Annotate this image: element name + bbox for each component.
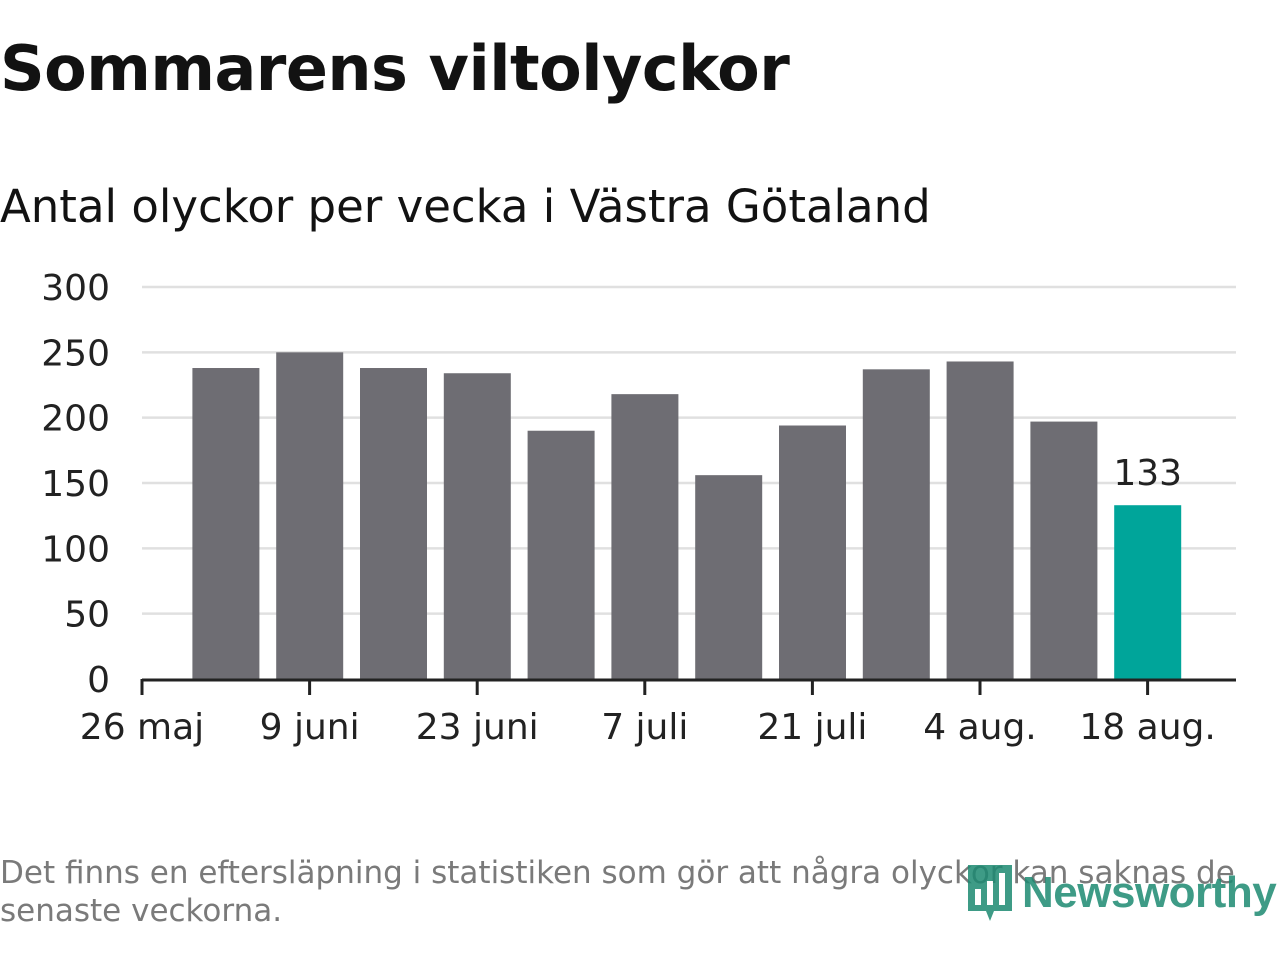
x-tick-label: 21 juli — [757, 707, 867, 748]
bars — [192, 352, 1182, 679]
bar — [862, 369, 930, 679]
x-tick-label: 4 aug. — [923, 707, 1037, 748]
x-tick-label: 7 juli — [601, 707, 688, 748]
x-tick-label: 18 aug. — [1079, 707, 1215, 748]
newsworthy-logo[interactable]: Newsworthy — [964, 858, 1277, 928]
bar-chart-icon — [968, 865, 1012, 921]
y-tick-label: 50 — [64, 595, 110, 636]
bar — [611, 394, 679, 679]
y-tick-label: 150 — [41, 464, 110, 505]
bar — [946, 361, 1014, 679]
bar — [360, 368, 427, 679]
chart-title: Sommarens viltolyckor — [0, 32, 790, 105]
y-tick-label: 200 — [41, 399, 110, 440]
bar — [192, 368, 260, 679]
bar — [527, 430, 595, 679]
x-tick-label: 9 juni — [260, 707, 360, 748]
y-tick-label: 100 — [41, 529, 110, 570]
bar-chart: 0 50 100 150 200 250 300 133 26 maj 9 juni 23 juni… — [41, 268, 1236, 748]
bar — [276, 352, 344, 679]
logo-text: Newsworthy — [1022, 868, 1277, 917]
y-tick-label: 0 — [87, 660, 110, 701]
x-tick-label: 26 maj — [80, 707, 204, 748]
data-label: 133 — [1113, 453, 1182, 494]
axes — [140, 678, 1236, 695]
chart-subtitle: Antal olyckor per vecka i Västra Götalan… — [0, 180, 931, 233]
x-tick-label: 23 juni — [416, 707, 539, 748]
labels: 0 50 100 150 200 250 300 133 26 maj 9 juni 23 juni… — [41, 268, 1216, 748]
bar — [779, 425, 846, 679]
y-tick-label: 300 — [41, 268, 110, 309]
y-tick-label: 250 — [41, 333, 110, 374]
footnote: Det finns en eftersläpning i statistiken… — [0, 855, 1235, 929]
bar — [695, 475, 763, 679]
bar — [443, 373, 511, 679]
bar — [1114, 505, 1182, 679]
bar — [1030, 421, 1098, 679]
